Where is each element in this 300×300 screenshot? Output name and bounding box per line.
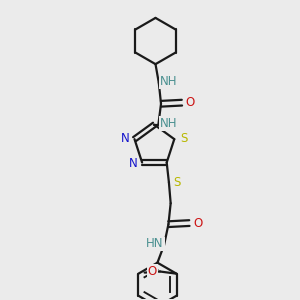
Text: NH: NH [160, 117, 177, 130]
Text: S: S [180, 131, 187, 145]
Text: O: O [186, 96, 195, 109]
Text: S: S [174, 176, 181, 189]
Text: N: N [128, 157, 137, 170]
Text: O: O [148, 265, 157, 278]
Text: NH: NH [160, 75, 178, 88]
Text: HN: HN [146, 238, 164, 250]
Text: N: N [121, 131, 130, 145]
Text: O: O [193, 217, 203, 230]
